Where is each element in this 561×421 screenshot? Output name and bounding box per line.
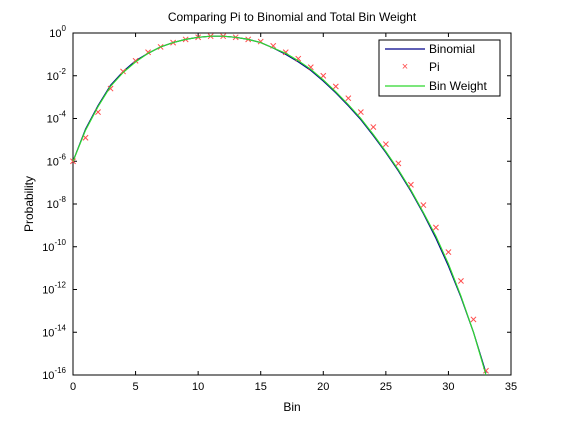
y-tick-label-exponent: 0 xyxy=(62,24,67,33)
y-tick-label-exponent: -16 xyxy=(54,366,66,375)
pi-marker xyxy=(457,277,464,284)
y-tick-label-exponent: -8 xyxy=(59,195,67,204)
pi-marker xyxy=(470,316,477,323)
y-tick-label-base: 10 xyxy=(42,327,54,339)
x-axis-ticks: 0 5 10 15 20 25 30 35 xyxy=(70,33,517,393)
legend-label-pi: Pi xyxy=(429,60,440,74)
y-tick-label: 10-16 xyxy=(42,366,66,382)
y-tick-label: 100 xyxy=(49,24,66,40)
pi-marker xyxy=(382,141,389,148)
y-tick-label-base: 10 xyxy=(47,199,59,211)
pi-marker xyxy=(432,224,439,231)
series-line-bin-weight xyxy=(72,35,487,376)
pi-marker xyxy=(107,85,114,92)
x-tick-label: 20 xyxy=(317,381,329,393)
legend-swatch-pi: × xyxy=(402,61,408,73)
y-tick-label-exponent: -14 xyxy=(54,323,66,332)
y-tick-label-base: 10 xyxy=(47,71,59,83)
y-tick-label: 10-10 xyxy=(42,238,66,254)
y-tick-label-exponent: -4 xyxy=(59,110,67,119)
pi-marker xyxy=(357,109,364,116)
x-tick-label: 15 xyxy=(255,381,267,393)
y-tick-label: 10-6 xyxy=(47,152,67,168)
y-tick-label-base: 10 xyxy=(47,114,59,126)
y-tick-label-base: 10 xyxy=(42,370,54,382)
y-tick-label: 10-2 xyxy=(47,67,67,83)
pi-marker xyxy=(445,249,452,256)
legend-label-bin-weight: Bin Weight xyxy=(429,79,487,93)
pi-marker xyxy=(320,72,327,79)
pi-marker xyxy=(307,64,314,71)
y-tick-label-base: 10 xyxy=(49,28,61,40)
y-tick-label-exponent: -12 xyxy=(54,281,66,290)
pi-marker xyxy=(120,68,127,75)
y-tick-label: 10-4 xyxy=(47,110,67,126)
legend-label-binomial: Binomial xyxy=(429,42,475,56)
pi-marker xyxy=(370,124,377,131)
y-axis-label: Probability xyxy=(22,176,36,232)
y-tick-label-exponent: -10 xyxy=(54,238,66,247)
legend: Binomial × Pi Bin Weight xyxy=(378,39,501,97)
x-tick-label: 30 xyxy=(442,381,454,393)
x-axis-label: Bin xyxy=(283,400,300,414)
pi-marker xyxy=(395,160,402,167)
y-tick-label-exponent: -6 xyxy=(59,152,67,161)
chart-title: Comparing Pi to Binomial and Total Bin W… xyxy=(168,10,417,24)
x-tick-label: 10 xyxy=(192,381,204,393)
y-tick-label: 10-12 xyxy=(42,281,66,297)
y-tick-label-base: 10 xyxy=(47,156,59,168)
pi-marker xyxy=(332,83,339,90)
x-tick-label: 25 xyxy=(380,381,392,393)
pi-marker xyxy=(420,202,427,209)
y-tick-label: 10-14 xyxy=(42,323,66,339)
pi-marker xyxy=(132,57,139,64)
y-tick-label-exponent: -2 xyxy=(59,67,67,76)
y-tick-label: 10-8 xyxy=(47,195,67,211)
x-tick-label: 35 xyxy=(505,381,517,393)
x-tick-label: 0 xyxy=(70,381,76,393)
y-tick-label-base: 10 xyxy=(42,242,54,254)
plot-series xyxy=(70,33,489,376)
pi-marker xyxy=(345,95,352,102)
x-tick-label: 5 xyxy=(133,381,139,393)
y-tick-label-base: 10 xyxy=(42,285,54,297)
